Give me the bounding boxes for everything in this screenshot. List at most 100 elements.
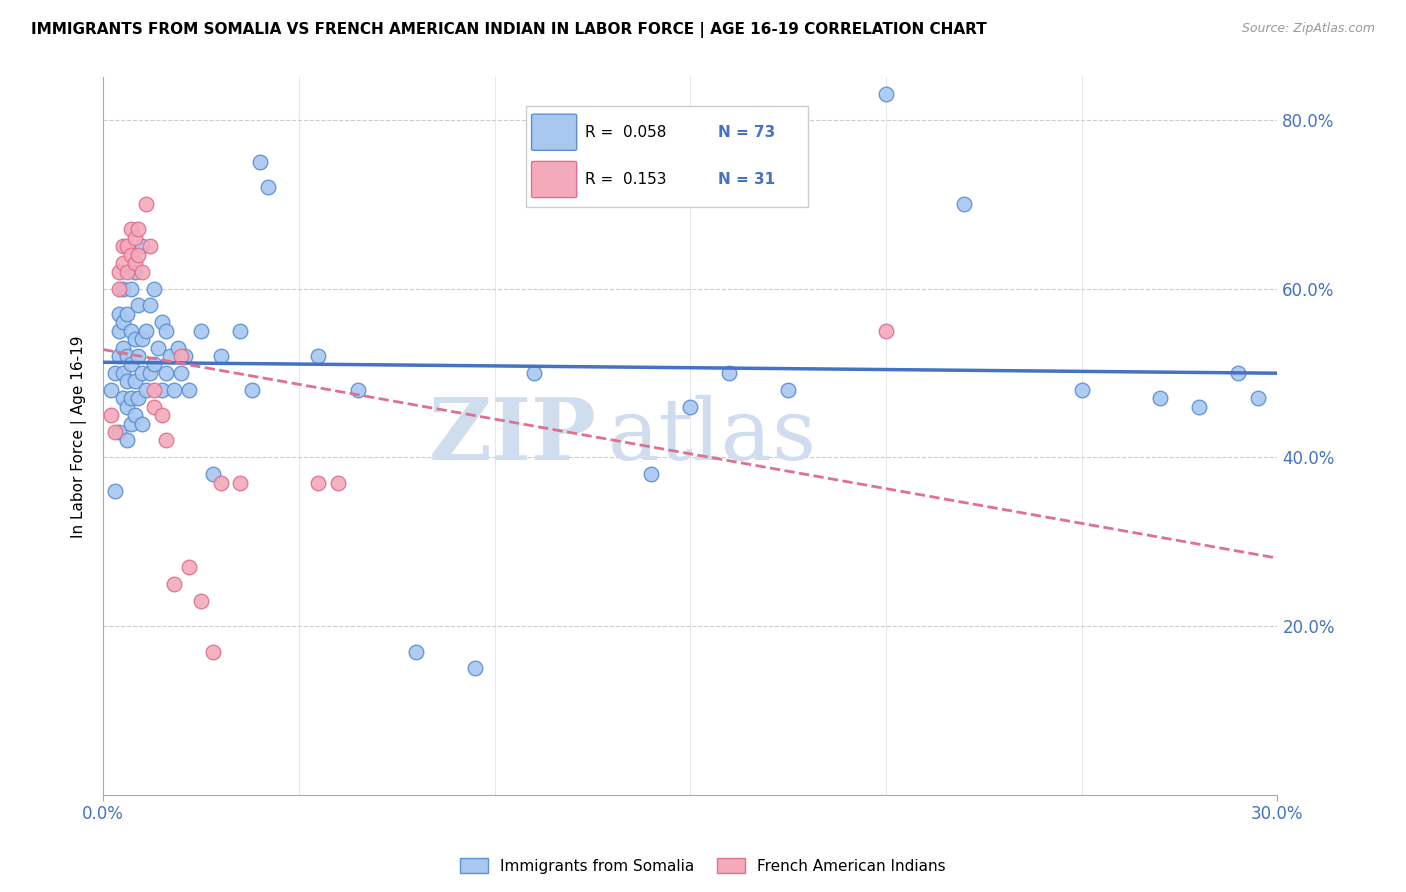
Point <box>875 324 897 338</box>
Y-axis label: In Labor Force | Age 16-19: In Labor Force | Age 16-19 <box>72 335 87 538</box>
Point <box>131 366 153 380</box>
Point <box>143 281 166 295</box>
Point <box>124 332 146 346</box>
Point <box>115 265 138 279</box>
Point <box>111 341 134 355</box>
Point <box>229 324 252 338</box>
Point <box>108 349 131 363</box>
Point <box>120 222 142 236</box>
Point <box>201 644 224 658</box>
Point <box>124 256 146 270</box>
Point <box>163 577 186 591</box>
Point <box>115 375 138 389</box>
Point <box>127 349 149 363</box>
Point <box>120 281 142 295</box>
Point <box>108 281 131 295</box>
Point <box>179 383 201 397</box>
Point <box>100 383 122 397</box>
Point <box>150 383 173 397</box>
Point <box>155 366 177 380</box>
Point <box>166 341 188 355</box>
Point <box>111 256 134 270</box>
Point <box>150 408 173 422</box>
Point <box>143 383 166 397</box>
Point <box>875 87 897 102</box>
Point <box>108 324 131 338</box>
Point <box>131 417 153 431</box>
Point <box>155 324 177 338</box>
Point <box>174 349 197 363</box>
Point <box>464 661 486 675</box>
Point <box>190 324 212 338</box>
Point <box>127 298 149 312</box>
Point <box>143 358 166 372</box>
Point <box>170 349 193 363</box>
Point <box>326 475 349 490</box>
Text: atlas: atlas <box>609 394 817 478</box>
Point <box>163 383 186 397</box>
Point <box>120 324 142 338</box>
Point <box>115 434 138 448</box>
Text: Source: ZipAtlas.com: Source: ZipAtlas.com <box>1241 22 1375 36</box>
Point <box>640 467 662 482</box>
Point <box>159 349 181 363</box>
Point <box>127 248 149 262</box>
Point <box>100 408 122 422</box>
Point <box>104 425 127 439</box>
Point <box>1070 383 1092 397</box>
Point <box>131 239 153 253</box>
Point <box>953 197 976 211</box>
Point <box>209 349 232 363</box>
Point <box>778 383 800 397</box>
Point <box>190 594 212 608</box>
Point <box>120 391 142 405</box>
Point <box>108 265 131 279</box>
Point <box>209 475 232 490</box>
Point <box>201 467 224 482</box>
Point <box>120 417 142 431</box>
Point <box>115 239 138 253</box>
Point <box>108 425 131 439</box>
Point <box>120 248 142 262</box>
Point <box>115 307 138 321</box>
Text: ZIP: ZIP <box>429 394 596 478</box>
Legend: Immigrants from Somalia, French American Indians: Immigrants from Somalia, French American… <box>454 852 952 880</box>
Point <box>111 315 134 329</box>
Point <box>170 366 193 380</box>
Point <box>124 265 146 279</box>
Point <box>124 231 146 245</box>
Point <box>308 475 330 490</box>
Point <box>308 349 330 363</box>
Point <box>249 154 271 169</box>
Point <box>146 341 169 355</box>
Point <box>1247 391 1270 405</box>
Point <box>139 366 162 380</box>
Point <box>179 560 201 574</box>
Point <box>111 366 134 380</box>
Point <box>124 408 146 422</box>
Point <box>679 400 702 414</box>
Point <box>135 383 157 397</box>
Point <box>240 383 263 397</box>
Point <box>104 366 127 380</box>
Point <box>139 239 162 253</box>
Point <box>127 391 149 405</box>
Point <box>115 349 138 363</box>
Point <box>131 332 153 346</box>
Point <box>229 475 252 490</box>
Point <box>346 383 368 397</box>
Point <box>1227 366 1250 380</box>
Point <box>124 375 146 389</box>
Point <box>111 239 134 253</box>
Point <box>150 315 173 329</box>
Point <box>718 366 741 380</box>
Point <box>256 180 278 194</box>
Point <box>135 324 157 338</box>
Point <box>120 358 142 372</box>
Point <box>111 281 134 295</box>
Point <box>135 197 157 211</box>
Point <box>111 391 134 405</box>
Text: IMMIGRANTS FROM SOMALIA VS FRENCH AMERICAN INDIAN IN LABOR FORCE | AGE 16-19 COR: IMMIGRANTS FROM SOMALIA VS FRENCH AMERIC… <box>31 22 987 38</box>
Point <box>1188 400 1211 414</box>
Point <box>127 222 149 236</box>
